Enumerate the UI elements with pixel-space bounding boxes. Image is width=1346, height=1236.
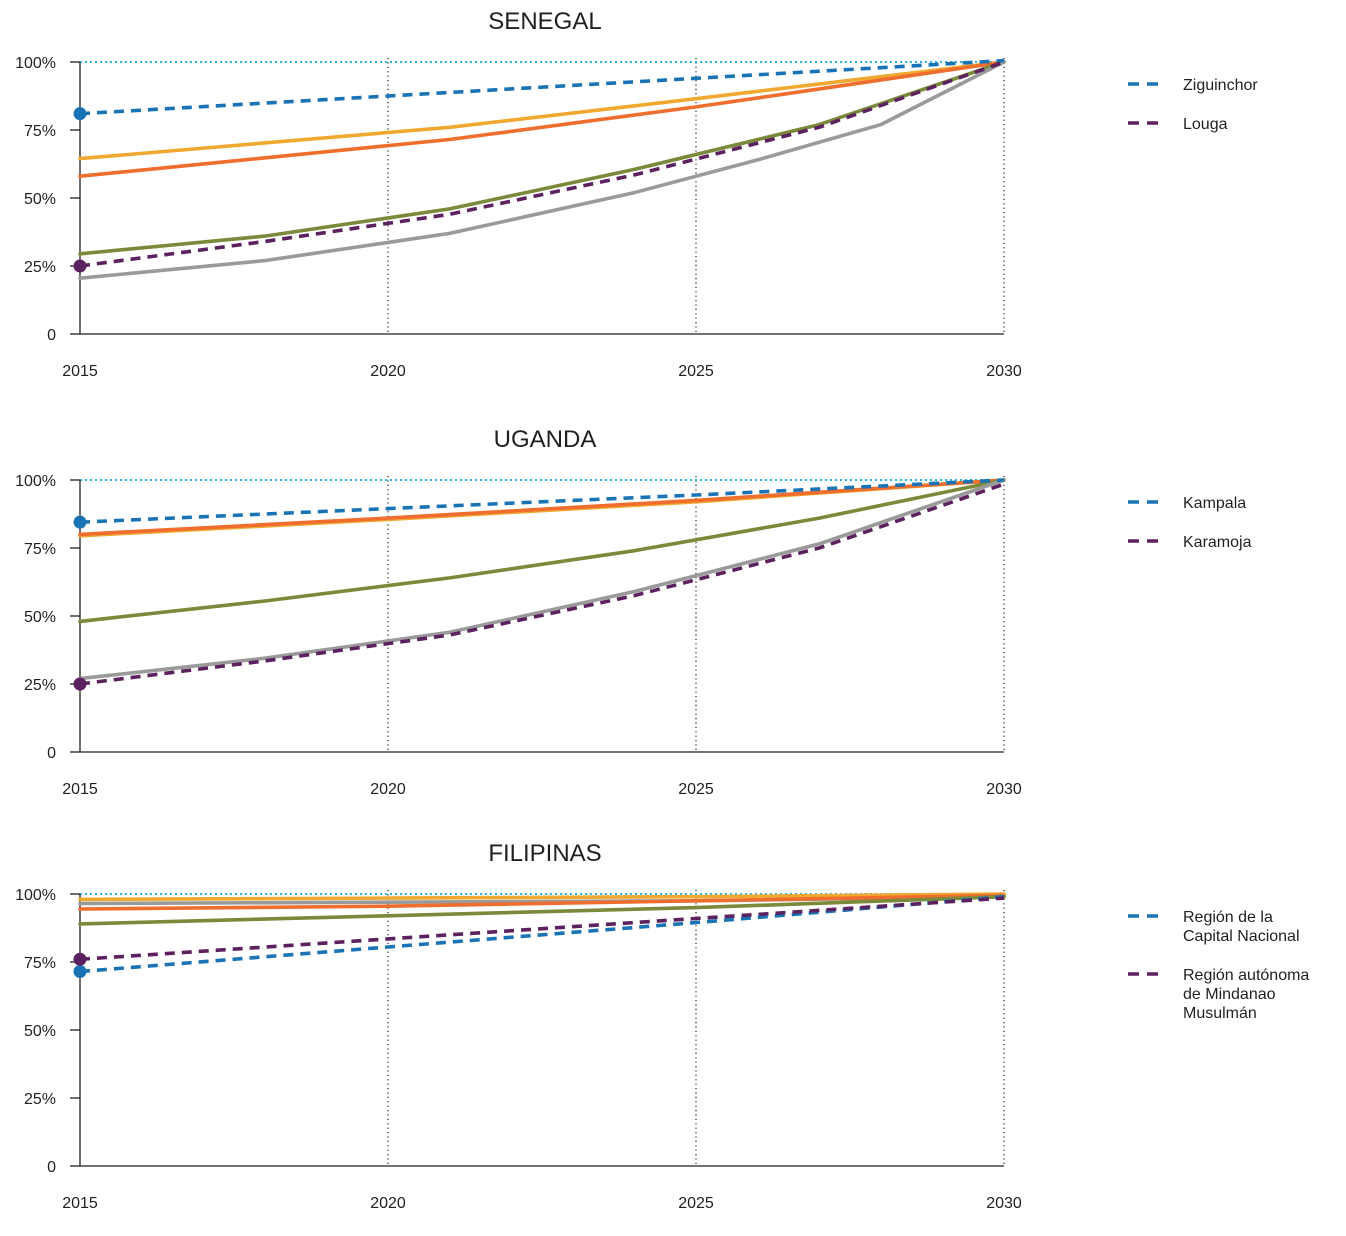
- legend-label: de Mindanao: [1183, 986, 1276, 1003]
- chart-senegal: SENEGAL 0 25% 50% 75% 100% 2015 2020 2025 2030 Zig…: [15, 8, 1258, 380]
- series-line-1: [78, 478, 1006, 537]
- legend-label: Región de la: [1183, 909, 1273, 926]
- legend-label: Musulmán: [1183, 1005, 1257, 1022]
- x-tick-label: 2015: [62, 781, 98, 798]
- chart-panel-filipinas: FILIPINAS 0 25% 50% 75% 100% 2015 2020 2025 2030 R…: [0, 832, 1346, 1236]
- legend-label: Región autónoma: [1183, 967, 1309, 984]
- legend-label: Louga: [1183, 116, 1228, 133]
- x-tick-label: 2015: [62, 1195, 98, 1212]
- series-line-kampala: [79, 478, 1005, 524]
- chart-title: SENEGAL: [488, 8, 601, 35]
- y-tick-label: 50%: [24, 1023, 56, 1040]
- series-line-1: [78, 60, 1006, 178]
- chart-panel-senegal: SENEGAL 0 25% 50% 75% 100% 2015 2020 2025 2030 Zig…: [0, 0, 1346, 404]
- series-line-0: [78, 892, 1006, 902]
- y-tick-label: 25%: [24, 259, 56, 276]
- series-line-3: [78, 478, 1006, 681]
- y-tick-label: 75%: [24, 541, 56, 558]
- chart-uganda: UGANDA 0 25% 50% 75% 100% 2015 2020 2025 2030 Kamp…: [15, 426, 1252, 798]
- chart-title: UGANDA: [494, 426, 597, 453]
- series-line-3: [78, 894, 1006, 926]
- x-tick-label: 2025: [678, 363, 714, 380]
- y-tick-label: 50%: [24, 191, 56, 208]
- legend-label: Karamoja: [1183, 534, 1252, 551]
- series-line-karamoja: [79, 482, 1005, 686]
- series-start-marker: [73, 515, 87, 529]
- x-tick-label: 2025: [678, 1195, 714, 1212]
- series-line-ziguinchor: [79, 58, 1005, 116]
- y-tick-label: 75%: [24, 123, 56, 140]
- y-tick-label: 75%: [24, 955, 56, 972]
- x-tick-label: 2030: [986, 781, 1022, 798]
- series-line-louga: [79, 60, 1005, 268]
- chart-panel-uganda: UGANDA 0 25% 50% 75% 100% 2015 2020 2025 2030 Kamp…: [0, 418, 1346, 822]
- series-start-marker: [73, 107, 87, 121]
- y-tick-label: 25%: [24, 677, 56, 694]
- x-tick-label: 2015: [62, 363, 98, 380]
- x-tick-label: 2020: [370, 781, 406, 798]
- series-start-marker: [73, 259, 87, 273]
- chart-filipinas: FILIPINAS 0 25% 50% 75% 100% 2015 2020 2025 2030 R…: [15, 840, 1309, 1212]
- series-start-marker: [73, 952, 87, 966]
- x-tick-label: 2025: [678, 781, 714, 798]
- x-tick-label: 2020: [370, 1195, 406, 1212]
- y-tick-label: 100%: [15, 887, 56, 904]
- chart-title: FILIPINAS: [488, 840, 601, 867]
- series-line-2: [78, 60, 1006, 256]
- y-tick-label: 0: [47, 1159, 56, 1176]
- series-line-regi-n-aut-noma-de-mindanao-musulm-n: [79, 896, 1005, 962]
- series-line-2: [78, 478, 1006, 624]
- y-tick-label: 0: [47, 745, 56, 762]
- x-tick-label: 2020: [370, 363, 406, 380]
- legend-label: Ziguinchor: [1183, 77, 1258, 94]
- series-line-2: [78, 893, 1006, 911]
- y-tick-label: 100%: [15, 473, 56, 490]
- series-line-3: [78, 60, 1006, 281]
- y-tick-label: 25%: [24, 1091, 56, 1108]
- x-tick-label: 2030: [986, 363, 1022, 380]
- y-tick-label: 100%: [15, 55, 56, 72]
- y-tick-label: 0: [47, 327, 56, 344]
- series-start-marker: [73, 677, 87, 691]
- legend-label: Kampala: [1183, 495, 1246, 512]
- y-tick-label: 50%: [24, 609, 56, 626]
- series-line-0: [78, 60, 1006, 161]
- legend-label: Capital Nacional: [1183, 928, 1300, 945]
- x-tick-label: 2030: [986, 1195, 1022, 1212]
- series-start-marker: [73, 965, 87, 979]
